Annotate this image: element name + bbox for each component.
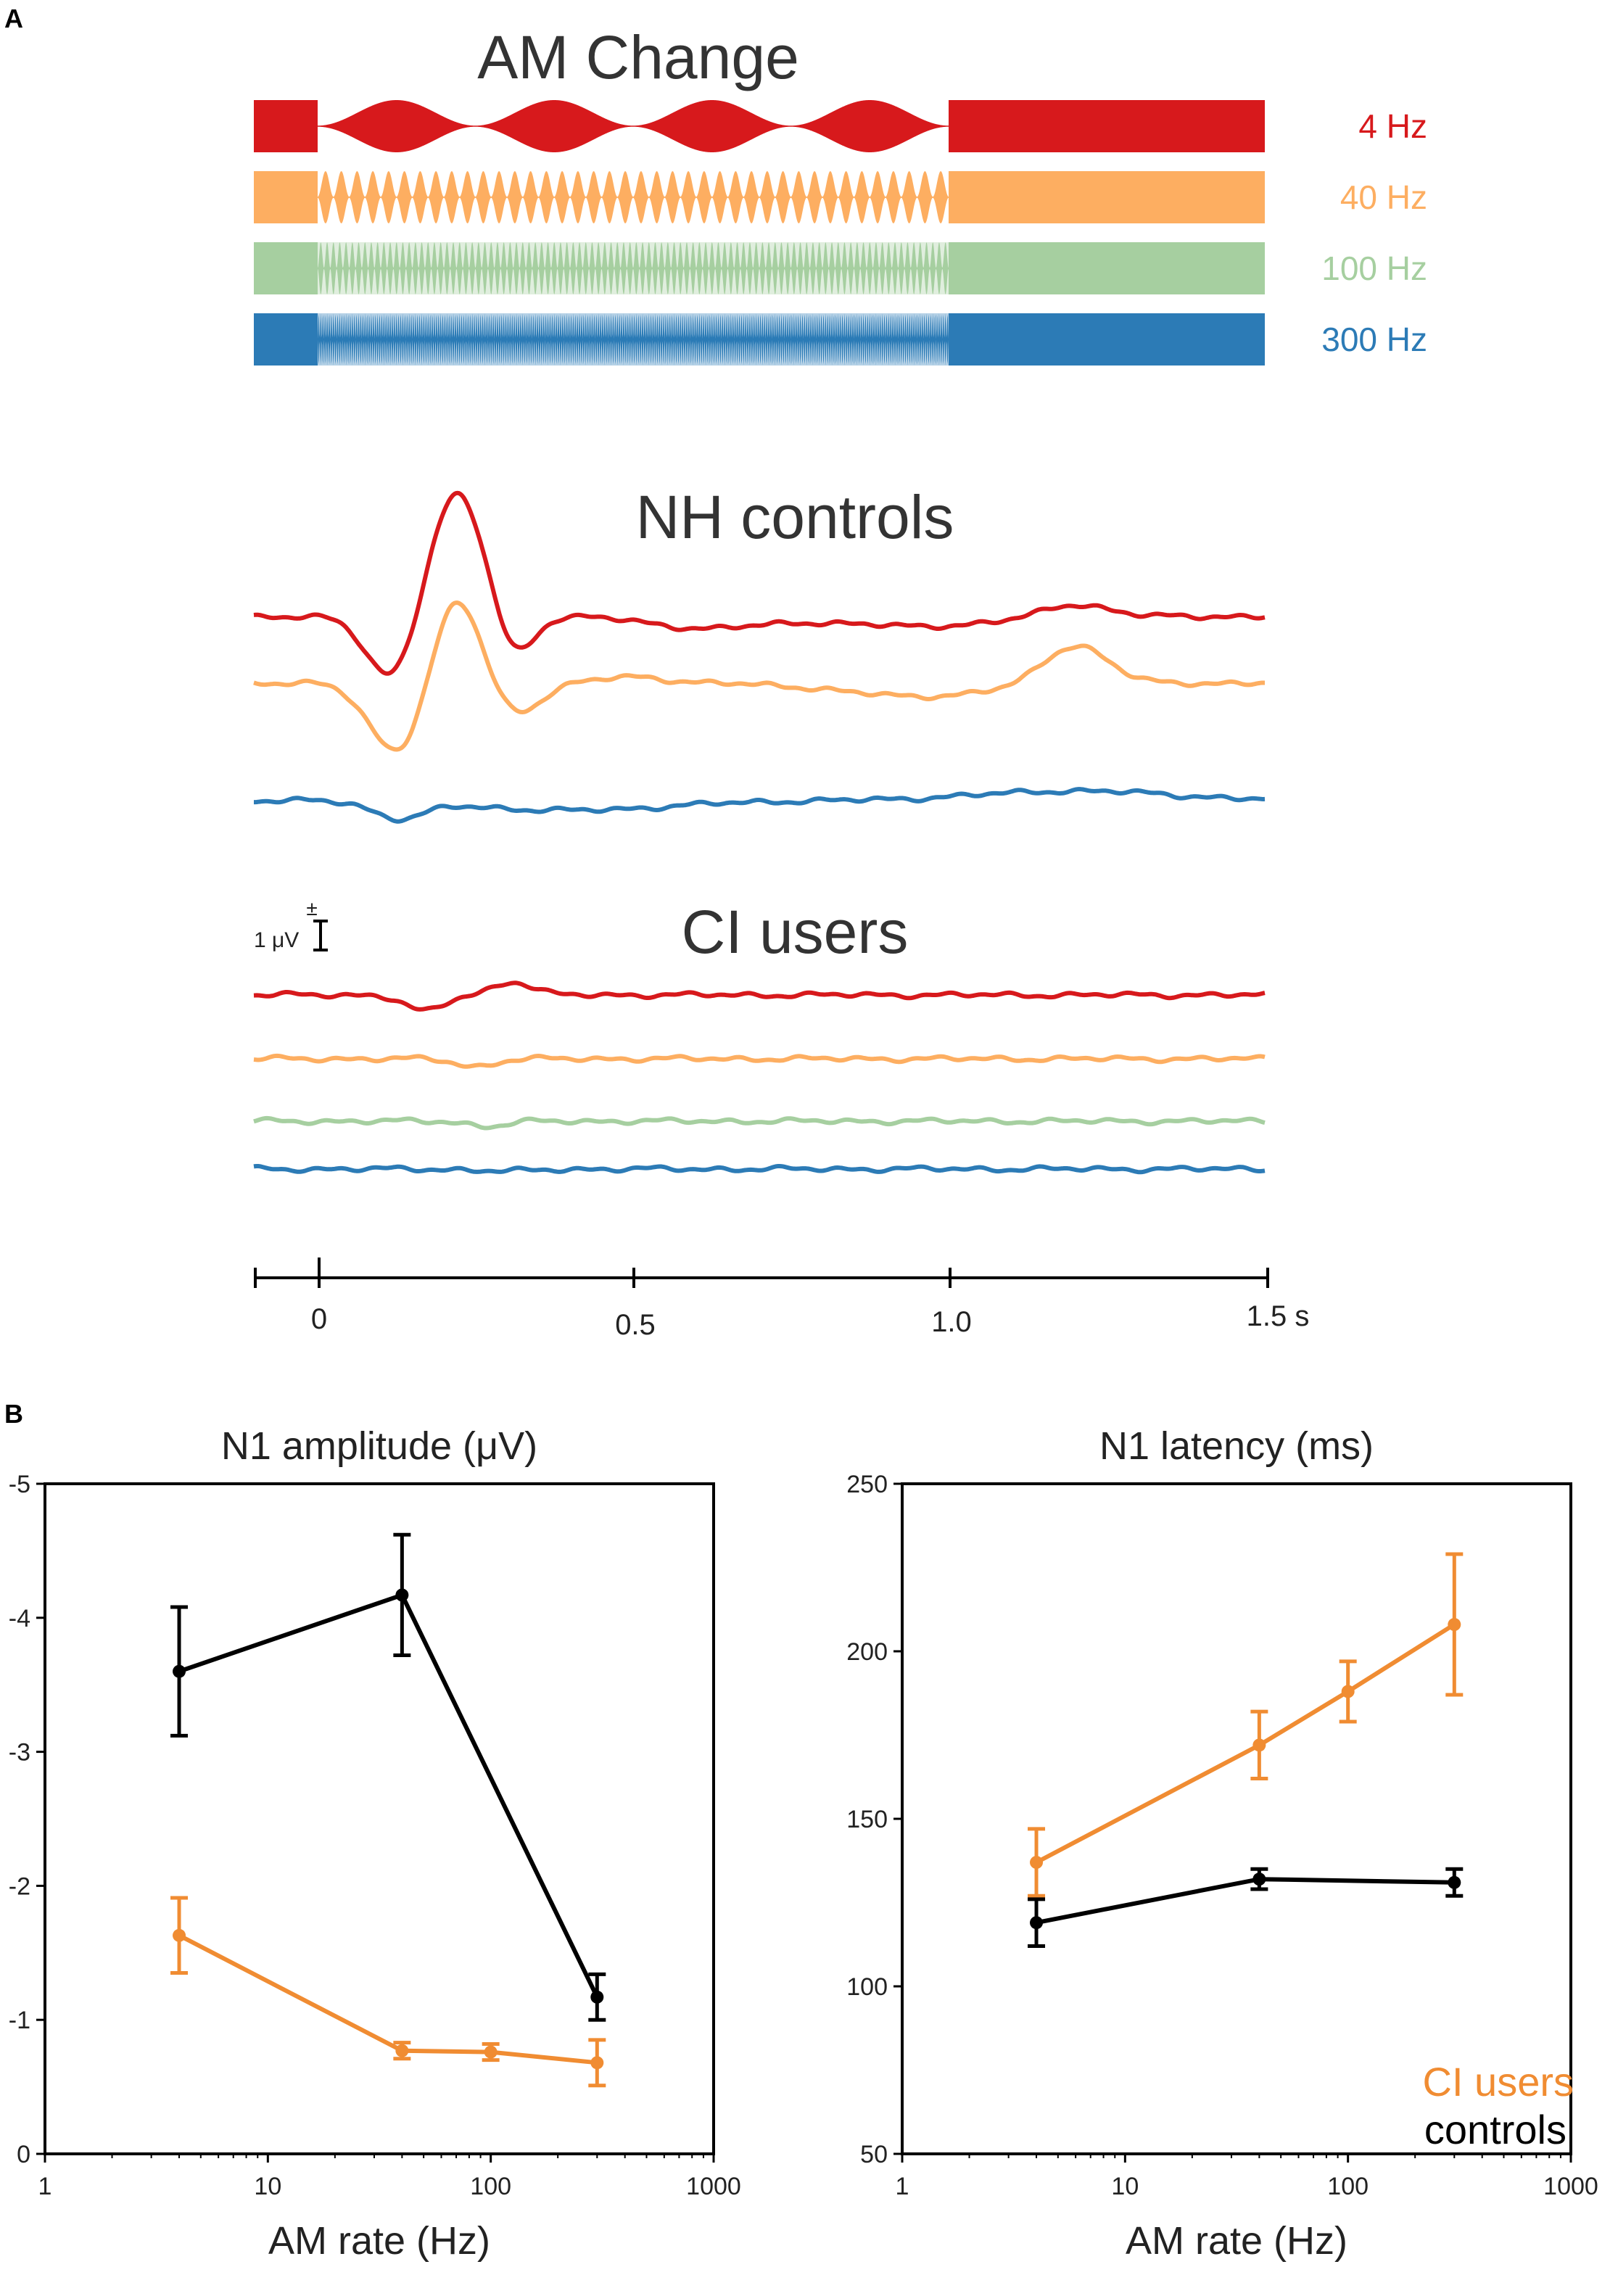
am-stimulus-waveforms: [254, 100, 1265, 366]
am-rate-labels: 4 Hz 40 Hz 100 Hz 300 Hz: [1321, 107, 1427, 358]
lat-y-tick-label: 150: [846, 1806, 888, 1833]
lat-y-tick-label: 200: [846, 1638, 888, 1666]
amp-x-axis-label: AM rate (Hz): [268, 2219, 490, 2263]
ci-users-title: CI users: [682, 898, 909, 966]
rate-label-100hz: 100 Hz: [1321, 249, 1427, 287]
amp-controls-point: [590, 1990, 604, 2004]
time-axis: 0 0.5 1.0 1.5 s: [254, 1258, 1310, 1341]
amp-ci-users-point: [395, 2044, 409, 2057]
stimulus-100hz-post: [949, 242, 1265, 294]
amp-title: N1 amplitude (μV): [221, 1424, 537, 1468]
amp-x-tick-label: 1000: [686, 2173, 741, 2200]
amp-ci-users-line: [178, 1933, 598, 2065]
amp-y-tick-label: -1: [9, 2007, 30, 2034]
lat-controls-line: [1036, 1877, 1455, 1925]
scale-bar-sign: ±: [306, 897, 317, 920]
rate-label-4hz: 4 Hz: [1358, 107, 1427, 145]
stimulus-4hz-modulated: [318, 100, 949, 152]
amp-x-tick-label: 100: [470, 2173, 511, 2200]
lat-x-tick-label: 1: [896, 2173, 909, 2200]
legend-controls: controls: [1424, 2107, 1567, 2152]
nh-trace-4hz: [253, 490, 1266, 676]
lat-controls-point: [1030, 1916, 1044, 1930]
amp-ci-users-point: [590, 2056, 604, 2070]
stimulus-100hz-modulated: [318, 242, 949, 294]
lat-y-tick-label: 250: [846, 1471, 888, 1498]
lat-ci-users-line: [1035, 1622, 1456, 1865]
time-tick-label-1-0: 1.0: [931, 1306, 972, 1338]
nh-trace-300hz: [253, 787, 1266, 824]
panel-a-letter: A: [4, 4, 23, 33]
scale-bar: 1 μV ±: [254, 897, 328, 952]
amp-x-tick-label: 10: [254, 2173, 281, 2200]
scale-bar-label: 1 μV: [254, 928, 299, 952]
lat-plot-frame: [901, 1482, 1572, 2155]
amp-x-tick-label: 1: [38, 2173, 52, 2200]
amp-plot-frame: [44, 1482, 715, 2155]
n1-amplitude-chart: N1 amplitude (μV) AM rate (Hz) 1 10 100 1000 0…: [9, 1424, 741, 2263]
lat-x-tick-label: 10: [1111, 2173, 1139, 2200]
amp-y-tick-label: 0: [17, 2141, 30, 2168]
lat-controls-point: [1252, 1872, 1266, 1886]
stimulus-300hz-modulated: [318, 313, 949, 366]
ci-trace-300hz: [253, 1164, 1266, 1175]
amp-ci-users-point: [484, 2045, 498, 2059]
stimulus-300hz-carrier: [318, 313, 949, 366]
rate-label-40hz: 40 Hz: [1340, 178, 1427, 216]
lat-controls-point: [1448, 1875, 1461, 1889]
time-tick-label-1-5: 1.5 s: [1247, 1300, 1310, 1332]
am-change-title: AM Change: [477, 23, 799, 91]
lat-x-tick-label: 1000: [1543, 2173, 1598, 2200]
stimulus-100hz-carrier: [318, 242, 949, 294]
ci-trace-100hz: [253, 1115, 1266, 1131]
amp-y-tick-label: -5: [9, 1471, 30, 1498]
stimulus-40hz-modulated: [318, 171, 949, 223]
legend-ci-users: CI users: [1423, 2059, 1574, 2105]
lat-ci-users-point: [1448, 1618, 1461, 1632]
lat-y-tick-label: 100: [846, 1973, 888, 2001]
amp-y-tick-label: -4: [9, 1605, 30, 1632]
panel-b-letter: B: [4, 1399, 23, 1429]
stimulus-100hz-pre: [254, 242, 318, 294]
time-tick-label-0: 0: [311, 1303, 327, 1335]
amp-controls-line: [178, 1592, 599, 1999]
ci-trace-40hz: [253, 1053, 1266, 1069]
amp-y-tick-label: -3: [9, 1739, 30, 1767]
lat-y-tick-label: 50: [860, 2141, 888, 2168]
lat-ci-users-point: [1341, 1685, 1355, 1698]
amp-controls-point: [173, 1664, 186, 1678]
lat-x-tick-label: 100: [1327, 2173, 1369, 2200]
amp-ci-users-point: [173, 1928, 186, 1942]
stimulus-4hz-post: [949, 100, 1265, 152]
ci-trace-4hz: [253, 980, 1266, 1012]
amp-controls-point: [395, 1588, 409, 1602]
stimulus-300hz-post: [949, 313, 1265, 366]
amp-y-tick-label: -2: [9, 1872, 30, 1900]
nh-controls-title: NH controls: [636, 483, 954, 551]
lat-title: N1 latency (ms): [1099, 1424, 1374, 1468]
stimulus-40hz-post: [949, 171, 1265, 223]
stimulus-40hz-pre: [254, 171, 318, 223]
nh-trace-40hz: [253, 600, 1266, 752]
lat-ci-users-point: [1252, 1738, 1266, 1752]
stimulus-4hz-pre: [254, 100, 318, 152]
time-tick-label-0-5: 0.5: [615, 1309, 656, 1341]
nh-controls-erp-traces: [253, 490, 1266, 824]
ci-users-erp-traces: [253, 980, 1266, 1175]
stimulus-300hz-pre: [254, 313, 318, 366]
n1-latency-chart: N1 latency (ms) AM rate (Hz) 1 10 100 1000 50 1…: [846, 1424, 1598, 2263]
lat-x-axis-label: AM rate (Hz): [1126, 2219, 1347, 2263]
rate-label-300hz: 300 Hz: [1321, 321, 1427, 358]
lat-ci-users-point: [1030, 1856, 1044, 1870]
